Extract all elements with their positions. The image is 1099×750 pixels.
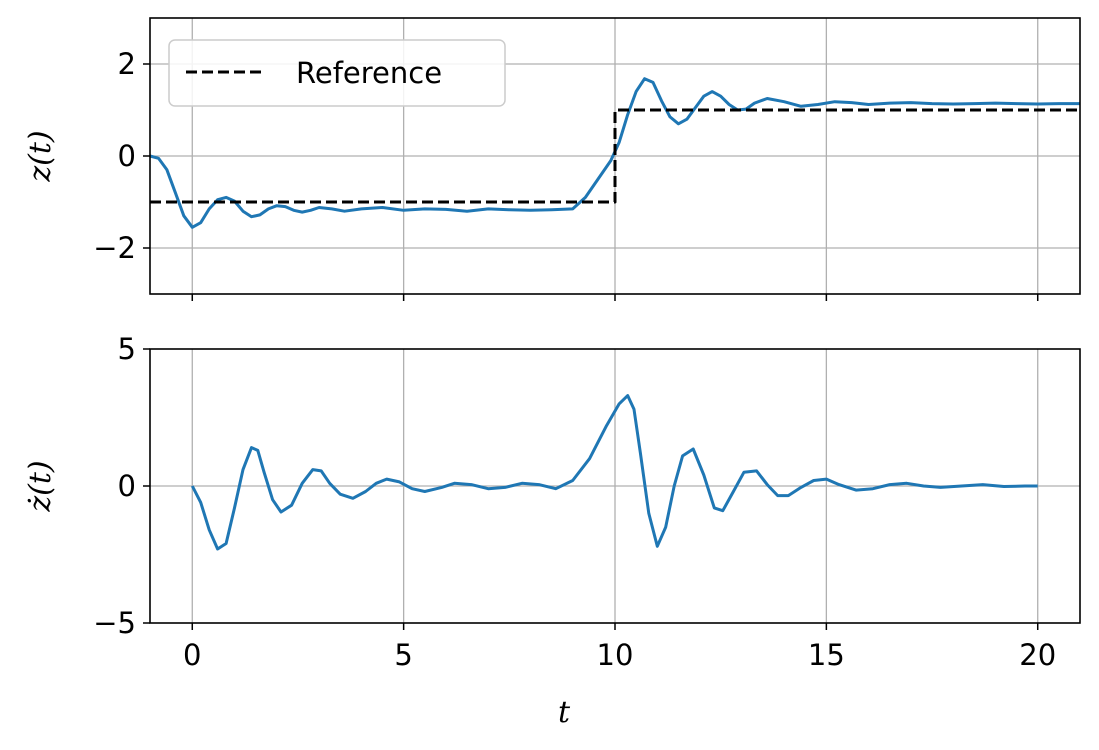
- x-tick-label: 0: [183, 638, 201, 672]
- x-tick-label: 5: [394, 638, 412, 672]
- bottom-panel: 0 5 10 15 20 −5 0 5 ż(t) t: [23, 332, 1081, 730]
- response-line: [149, 77, 1080, 229]
- bottom-ylabel: ż(t): [23, 460, 58, 512]
- top-ylabel: z(t): [23, 130, 58, 182]
- y-tick-label: 0: [118, 139, 136, 173]
- legend: Reference: [168, 39, 506, 107]
- y-tick-label: 0: [118, 469, 136, 503]
- bottom-series-layer: [190, 394, 1038, 551]
- reference-line: [150, 108, 1080, 204]
- y-tick-label: 2: [118, 47, 136, 81]
- response-line: [190, 394, 1038, 551]
- x-tick-label: 20: [1019, 638, 1056, 672]
- top-ticks: −2 0 2: [93, 47, 1039, 301]
- legend-reference-label: Reference: [296, 56, 442, 90]
- x-tick-label: 10: [597, 638, 634, 672]
- y-tick-label: 5: [118, 332, 136, 366]
- top-series-layer: [149, 77, 1080, 229]
- y-tick-label: −5: [93, 606, 136, 640]
- y-tick-label: −2: [93, 231, 136, 265]
- top-panel: −2 0 2 z(t) Reference: [23, 17, 1081, 301]
- x-tick-label: 15: [808, 638, 845, 672]
- bottom-xlabel: t: [558, 695, 571, 730]
- bottom-grid: [150, 349, 1080, 623]
- bottom-ticks: 0 5 10 15 20 −5 0 5: [93, 332, 1056, 672]
- legend-box: [168, 39, 506, 107]
